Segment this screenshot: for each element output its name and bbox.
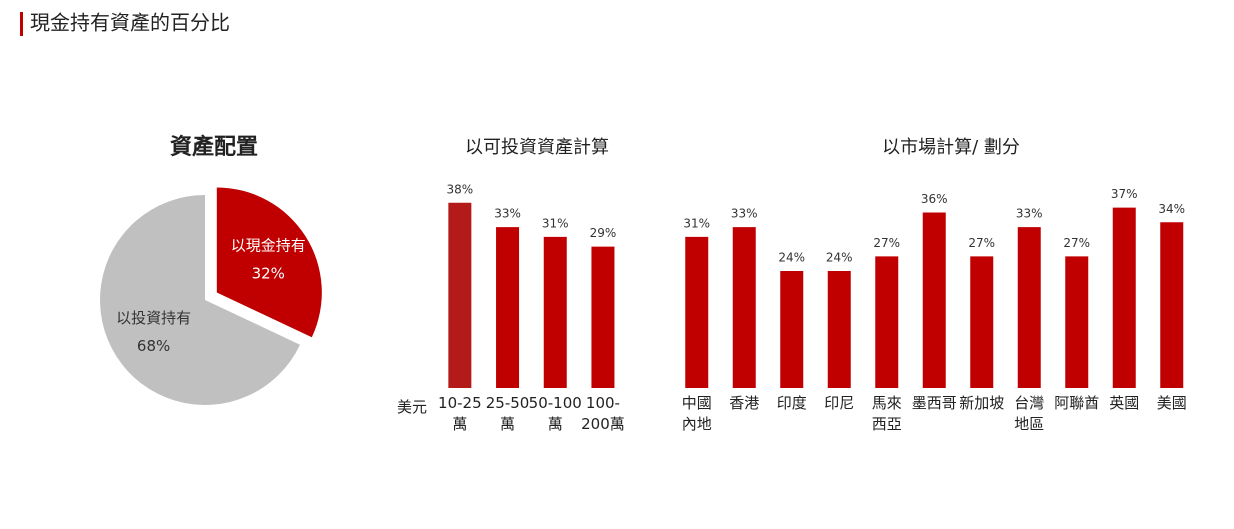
pie-slice	[216, 187, 322, 338]
bar	[1160, 222, 1184, 388]
x-tick-label: 香港	[729, 394, 760, 412]
bar-value-label: 36%	[921, 192, 948, 206]
x-tick-label: 10-25 萬	[438, 394, 482, 433]
x-tick-label: 新加坡	[959, 394, 1005, 412]
bar-value-label: 34%	[1158, 202, 1185, 216]
bar	[780, 271, 804, 388]
bar	[922, 212, 946, 388]
x-tick-label: 墨西哥	[911, 394, 957, 412]
chart-title: 資產配置	[170, 134, 258, 160]
bar-value-label: 33%	[1016, 207, 1043, 221]
bar-value-label: 27%	[968, 236, 995, 250]
bar-value-label: 37%	[1111, 187, 1138, 201]
bar-value-label: 31%	[542, 216, 569, 230]
bar-value-label: 33%	[731, 207, 758, 221]
x-tick-label: 英國	[1109, 394, 1140, 412]
x-tick-label: 25-50 萬	[485, 394, 530, 433]
bar	[970, 256, 994, 388]
bar	[875, 256, 899, 388]
bar	[732, 227, 756, 388]
x-tick-label: 100- 200萬	[581, 394, 625, 433]
slice-label: 以投資持有	[116, 309, 191, 327]
x-tick-label: 馬來 西亞	[871, 394, 902, 433]
bar-value-label: 31%	[683, 216, 710, 230]
bar	[1112, 207, 1136, 388]
page-title: 現金持有資產的百分比	[30, 11, 230, 35]
x-tick-label: 印度	[776, 394, 807, 412]
slice-value-label: 32%	[252, 264, 285, 282]
slice-value-label: 68%	[137, 337, 170, 355]
bar-value-label: 38%	[447, 182, 474, 196]
slice-label: 以現金持有	[231, 236, 306, 254]
title-accent	[20, 12, 23, 36]
bar-value-label: 27%	[873, 236, 900, 250]
bar-value-label: 24%	[826, 251, 853, 265]
bar	[496, 227, 520, 388]
x-tick-label: 50-100 萬	[528, 394, 582, 433]
bar	[827, 271, 851, 388]
x-tick-label: 美國	[1156, 394, 1187, 412]
x-tick-label: 印尼	[824, 394, 855, 412]
x-tick-label: 中國 內地	[681, 394, 712, 433]
x-tick-label: 台灣 地區	[1014, 394, 1045, 433]
x-tick-label: 阿聯酋	[1054, 394, 1100, 412]
bar	[685, 236, 709, 388]
bar-value-label: 33%	[494, 207, 521, 221]
bar-value-label: 27%	[1063, 236, 1090, 250]
bar-value-label: 24%	[778, 251, 805, 265]
bar	[448, 202, 472, 388]
bar	[591, 246, 615, 388]
bar	[543, 236, 567, 388]
bar	[1065, 256, 1089, 388]
chart-title: 以可投資資產計算	[465, 137, 609, 158]
chart-title: 以市場計算/ 劃分	[882, 137, 1020, 158]
x-axis-unit: 美元	[396, 398, 427, 416]
pie-slice	[100, 195, 301, 406]
bar-value-label: 29%	[590, 226, 617, 240]
bar	[1017, 227, 1041, 388]
